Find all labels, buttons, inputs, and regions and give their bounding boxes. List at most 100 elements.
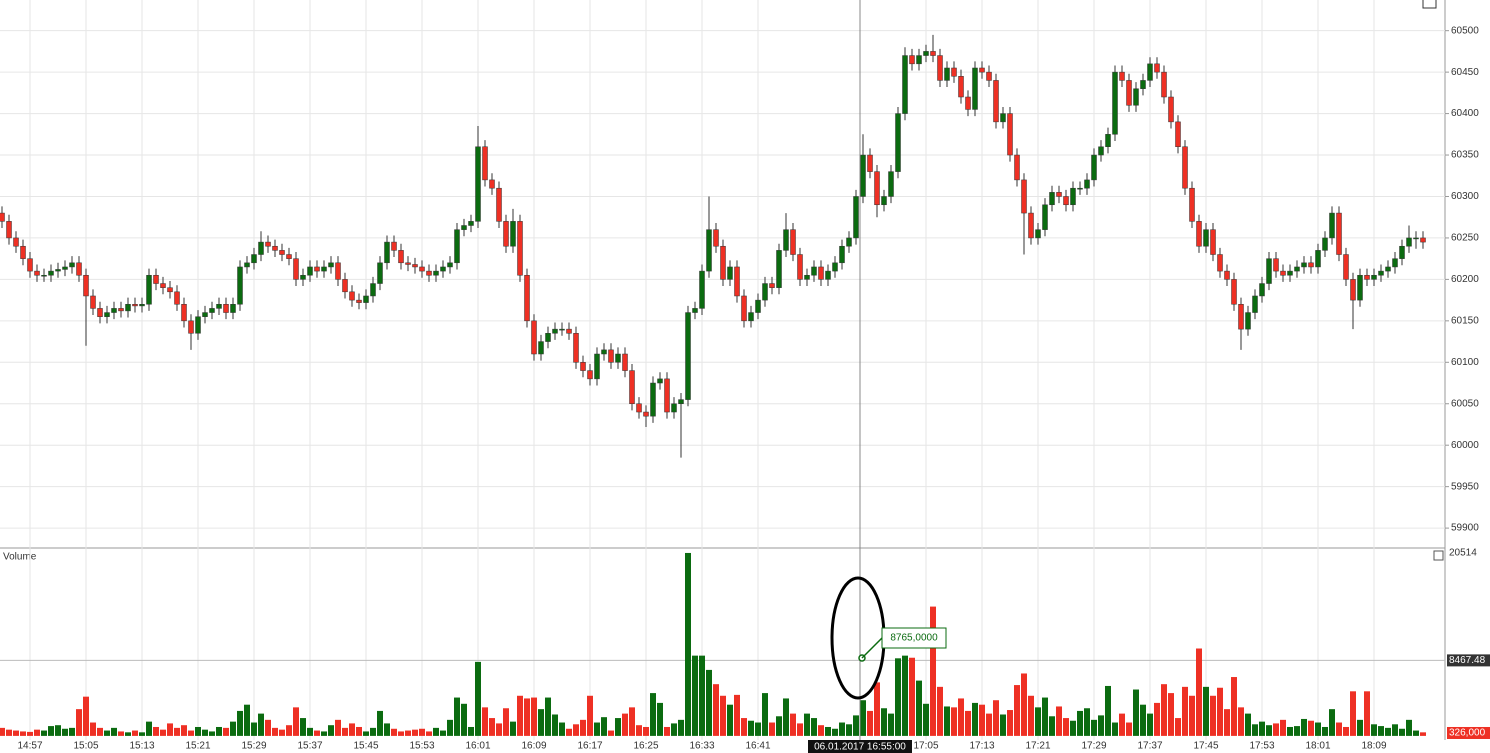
volume-bar — [307, 727, 313, 736]
candle-body — [489, 179, 495, 189]
candle-body — [454, 229, 460, 264]
volume-bar — [762, 693, 768, 736]
candle-body — [972, 67, 978, 110]
volume-bar — [853, 715, 859, 736]
candle-body — [1238, 304, 1244, 330]
volume-bar — [1077, 710, 1083, 736]
volume-bar — [1154, 702, 1160, 736]
volume-bar — [650, 693, 656, 736]
candle-body — [734, 266, 740, 297]
x-tick-label: 18:01 — [1305, 741, 1330, 752]
volume-bar — [160, 729, 166, 736]
candle-body — [1287, 270, 1293, 276]
candle-body — [1364, 274, 1370, 280]
candle-body — [930, 51, 936, 56]
volume-bar — [608, 730, 614, 736]
volume-bar — [1028, 695, 1034, 736]
candle-body — [895, 113, 901, 172]
candle-body — [153, 274, 159, 284]
volume-bar — [867, 710, 873, 736]
volume-bar — [41, 730, 47, 736]
volume-bar — [454, 697, 460, 736]
volume-bar — [776, 716, 782, 736]
candle-body — [874, 171, 880, 206]
volume-bar — [1224, 709, 1230, 736]
candle-body — [258, 241, 264, 255]
candle-body — [97, 308, 103, 317]
volume-bar — [69, 727, 75, 736]
volume-bar — [1063, 718, 1069, 736]
volume-bar — [125, 732, 131, 736]
volume-bar — [657, 702, 663, 736]
candle-body — [237, 266, 243, 305]
candle-body — [1119, 71, 1125, 81]
volume-bar — [258, 713, 264, 736]
volume-bar — [1322, 726, 1328, 736]
volume-bar — [958, 698, 964, 736]
volume-bar — [559, 722, 565, 736]
volume-bar — [475, 661, 481, 736]
volume-bar — [1301, 718, 1307, 736]
candle-body — [951, 67, 957, 77]
volume-bar — [1021, 673, 1027, 736]
volume-bar — [426, 731, 432, 736]
candle-body — [573, 333, 579, 363]
volume-bar — [237, 710, 243, 736]
volume-bar — [846, 724, 852, 736]
x-tick-label: 16:33 — [689, 741, 714, 752]
volume-bar — [286, 725, 292, 736]
candle-body — [244, 262, 250, 268]
volume-bar — [349, 723, 355, 736]
candle-body — [335, 262, 341, 280]
candle-body — [979, 67, 985, 73]
candle-body — [1329, 212, 1335, 239]
candle-body — [69, 262, 75, 268]
candle-body — [699, 270, 705, 309]
candle-body — [468, 221, 474, 226]
y-tick-label: 59950 — [1451, 481, 1479, 492]
candle-body — [20, 245, 26, 259]
candle-body — [615, 353, 621, 363]
candle-body — [1049, 192, 1055, 206]
candle-body — [1294, 266, 1300, 272]
candle-body — [328, 262, 334, 268]
candle-body — [1280, 270, 1286, 276]
candle-body — [923, 51, 929, 56]
volume-bar — [622, 713, 628, 736]
volume-bar — [1000, 714, 1006, 736]
candle-body — [265, 241, 271, 247]
candle-body — [1196, 221, 1202, 247]
candle-body — [1126, 80, 1132, 106]
volume-bar — [881, 708, 887, 736]
x-tick-label: 15:13 — [129, 741, 154, 752]
volume-bar — [615, 718, 621, 736]
candle-body — [986, 71, 992, 81]
candle-body — [1091, 154, 1097, 181]
volume-bar — [923, 703, 929, 736]
candle-body — [993, 80, 999, 123]
volume-bar — [34, 729, 40, 736]
candle-body — [678, 399, 684, 404]
candle-body — [139, 304, 145, 307]
close-panel-icon[interactable] — [1433, 550, 1444, 561]
tooltip-text: 8765,0000 — [890, 633, 938, 644]
candle-body — [783, 229, 789, 251]
volume-bar — [699, 655, 705, 736]
candle-body — [279, 250, 285, 255]
volume-bar — [713, 684, 719, 736]
candle-body — [405, 262, 411, 265]
volume-bar — [104, 730, 110, 736]
candle-body — [944, 67, 950, 81]
volume-bar — [517, 695, 523, 736]
candle-body — [83, 274, 89, 297]
menu-icon[interactable] — [1422, 0, 1437, 9]
volume-bar — [825, 726, 831, 736]
volume-bar — [706, 669, 712, 736]
candle-body — [517, 221, 523, 276]
candle-body — [1189, 187, 1195, 222]
volume-bar — [174, 727, 180, 736]
volume-bar — [1378, 726, 1384, 736]
volume-bar — [573, 724, 579, 736]
candle-body — [916, 55, 922, 65]
